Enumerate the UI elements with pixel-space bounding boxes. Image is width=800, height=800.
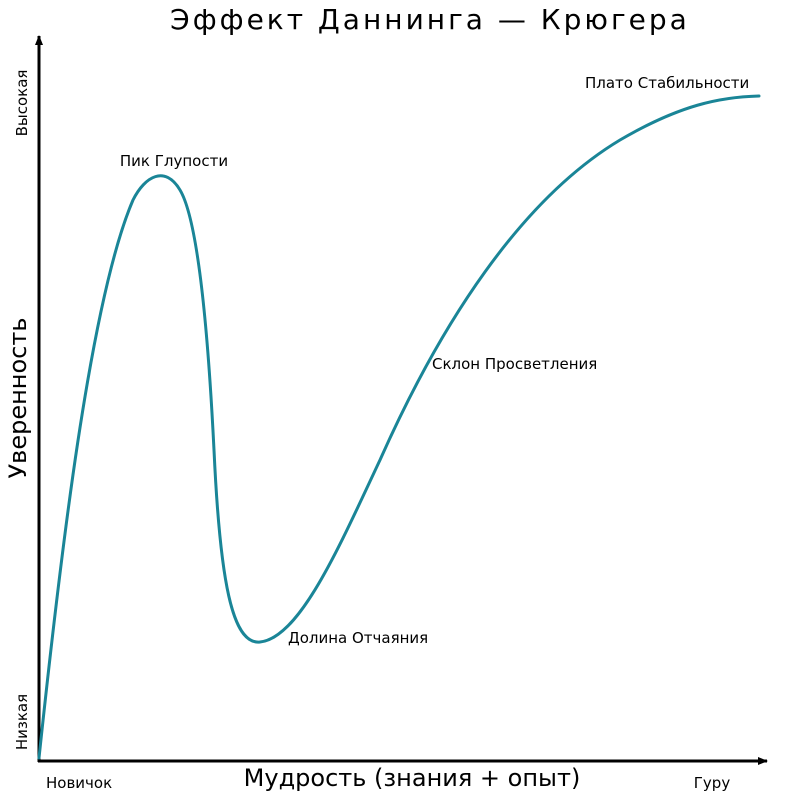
y-axis-title: Уверенность	[4, 318, 32, 479]
y-axis-high-label: Высокая	[13, 70, 31, 137]
annotation-peak: Пик Глупости	[120, 152, 228, 170]
y-axis-low-label: Низкая	[13, 694, 31, 750]
annotation-slope: Склон Просветления	[432, 355, 597, 373]
chart-title: Эффект Даннинга — Крюгера	[170, 3, 690, 36]
annotation-valley: Долина Отчаяния	[288, 629, 428, 647]
annotation-plateau: Плато Стабильности	[585, 74, 749, 92]
x-axis-title: Мудрость (знания + опыт)	[244, 764, 581, 792]
x-axis-low-label: Новичок	[46, 774, 112, 792]
x-axis-high-label: Гуру	[694, 774, 731, 792]
confidence-curve	[37, 94, 761, 760]
